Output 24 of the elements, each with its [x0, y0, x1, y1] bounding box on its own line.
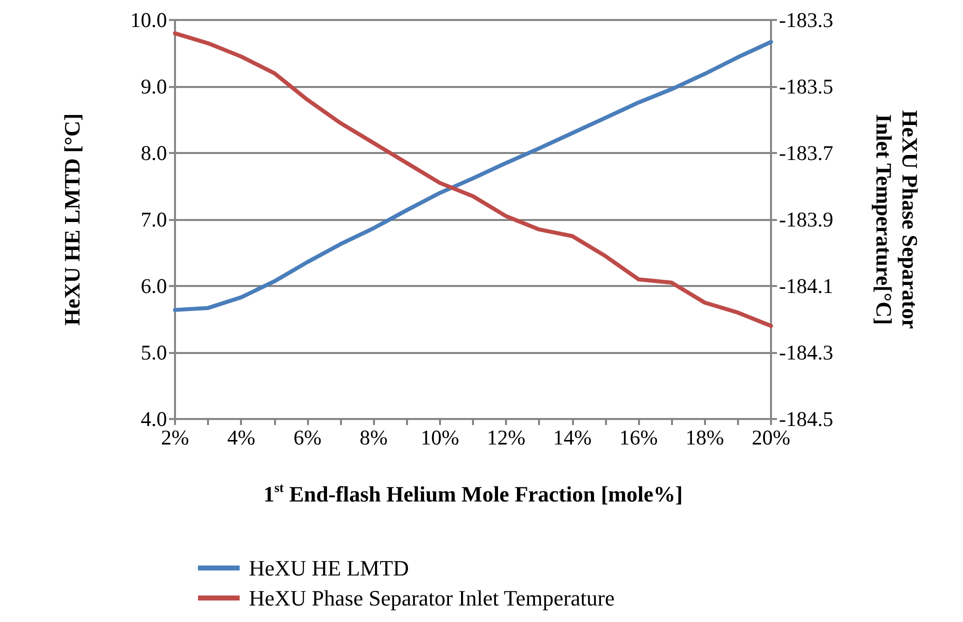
x-tick-label: 8% — [360, 426, 388, 450]
y2-tick-label: -183.7 — [779, 141, 834, 165]
x-tick-label: 18% — [686, 426, 724, 450]
y2-tick-label: -184.1 — [779, 274, 834, 298]
x-tick-label: 6% — [293, 426, 322, 450]
y-tick-label: 6.0 — [140, 274, 167, 298]
legend-label: HeXU Phase Separator Inlet Temperature — [248, 586, 615, 610]
y2-axis-title: HeXU Phase Separator Inlet Temperature[°C] — [872, 110, 922, 330]
y2-tick-label: -183.3 — [779, 8, 834, 32]
x-tick-label: 4% — [227, 426, 256, 450]
y2-tick-label: -184.3 — [779, 340, 834, 364]
y2-tick-label: -183.9 — [779, 208, 834, 232]
x-tick-label: 12% — [486, 426, 526, 450]
y-tick-label: 9.0 — [140, 74, 167, 98]
y-axis-title: HeXU HE LMTD [°C] — [60, 113, 84, 326]
y-tick-label: 10.0 — [130, 8, 167, 32]
y-tick-label: 5.0 — [140, 340, 167, 364]
x-tick-label: 10% — [420, 426, 460, 450]
legend-label: HeXU HE LMTD — [248, 556, 409, 580]
y-tick-label: 8.0 — [140, 141, 167, 165]
y-tick-label: 7.0 — [140, 208, 167, 232]
y2-tick-label: -183.5 — [779, 74, 834, 98]
x-tick-label: 14% — [553, 426, 592, 450]
x-tick-label: 16% — [619, 426, 658, 450]
